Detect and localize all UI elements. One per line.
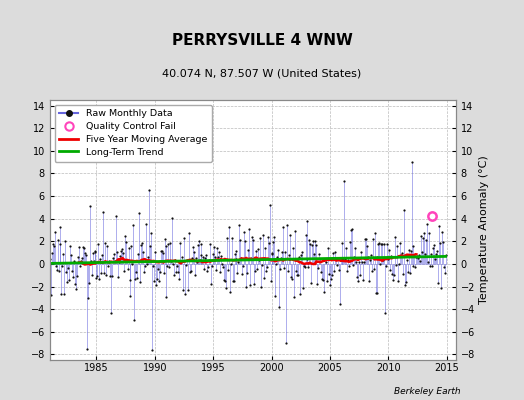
Y-axis label: Temperature Anomaly (°C): Temperature Anomaly (°C) <box>479 156 489 304</box>
Text: 40.074 N, 87.507 W (United States): 40.074 N, 87.507 W (United States) <box>162 68 362 78</box>
Text: PERRYSVILLE 4 WNW: PERRYSVILLE 4 WNW <box>171 33 353 48</box>
Text: Berkeley Earth: Berkeley Earth <box>395 387 461 396</box>
Legend: Raw Monthly Data, Quality Control Fail, Five Year Moving Average, Long-Term Tren: Raw Monthly Data, Quality Control Fail, … <box>54 105 212 162</box>
